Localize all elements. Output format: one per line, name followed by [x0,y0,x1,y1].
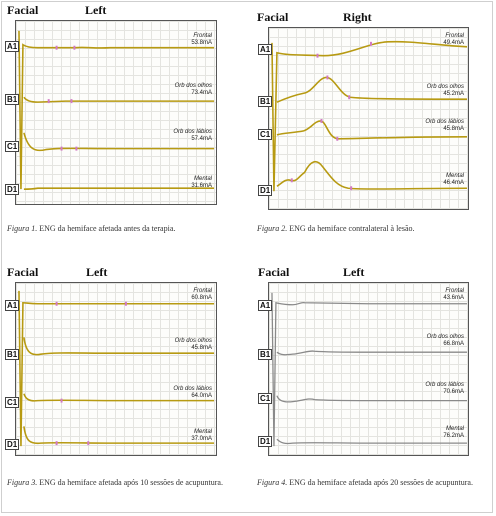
channel-label: A1 [258,44,273,55]
channel-value: 43.6mA [443,295,464,301]
channel-label: C1 [258,393,273,404]
channel-reading: Mental 46.4mA [443,173,464,186]
figure-number: Figura 1. [7,224,38,233]
channel-name: Orb dos lábios [173,386,212,392]
channel-value: 46.4mA [443,180,464,186]
eng-grid: A1 B1 C1 D1 Frontal 60.8mA Orb dos olhos 4… [5,282,217,456]
channel-value: 37.0mA [191,436,212,442]
channel-value: 45.8mA [191,345,212,351]
channel-value: 31.6mA [191,183,212,189]
channel-label: D1 [5,439,20,450]
figure-caption: Figura 4. ENG da hemiface afetada após 2… [257,478,473,487]
figure-number: Figura 2. [257,224,288,233]
channel-reading: Orb dos lábios 45.8mA [425,119,464,132]
panel-side-label: Left [86,265,108,279]
channel-value: 66.8mA [443,341,464,347]
panel-side-label: Right [343,10,372,24]
panel-facial-label: Facial [7,3,39,17]
channel-value: 53.8mA [191,40,212,46]
eng-traces [18,30,215,190]
figure-number: Figura 3. [7,478,38,487]
caption-text: ENG da hemiface afetada antes da terapia… [37,224,176,233]
panel-facial-label: Facial [257,10,289,24]
channel-name: Orb dos olhos [426,334,464,340]
panel-side-label: Left [343,265,365,279]
channel-label: D1 [5,184,20,195]
channel-name: Frontal [445,33,464,39]
channel-label: C1 [5,141,20,152]
channel-value: 45.2mA [443,91,464,97]
figure-caption: Figura 1. ENG da hemiface afetada antes … [7,224,175,233]
figure-number: Figura 4. [257,478,288,487]
channel-value: 49.4mA [443,40,464,46]
channel-reading: Orb dos olhos 73.4mA [175,83,212,96]
channel-label: B1 [5,349,20,360]
channel-label: A1 [5,41,20,52]
channel-reading: Frontal 43.6mA [443,288,464,301]
channel-label: B1 [5,94,20,105]
figure-caption: Figura 2. ENG da hemiface contralateral … [257,224,415,233]
eng-grid: A1 B1 C1 D1 Frontal 43.6mA Orb dos olhos 6… [258,282,469,456]
channel-value: 73.4mA [191,90,212,96]
channel-reading: Mental 31.6mA [191,176,212,189]
channel-name: Orb dos lábios [425,382,464,388]
channel-label: D1 [258,185,273,196]
channel-name: Orb dos olhos [426,84,464,90]
channel-value: 76.2mA [443,433,464,439]
channel-name: Orb dos lábios [425,119,464,125]
channel-label: C1 [5,397,20,408]
channel-label: A1 [258,300,273,311]
channel-name: Mental [193,176,212,182]
channel-reading: Mental 37.0mA [191,429,212,442]
eng-traces [271,292,468,447]
channel-reading: Frontal 60.8mA [191,288,212,301]
channel-reading: Orb dos lábios 64.0mA [173,386,212,399]
eng-traces [18,290,215,447]
channel-reading: Orb dos lábios 70.6mA [425,382,464,395]
channel-value: 64.0mA [191,393,212,399]
figure-caption: Figura 3. ENG da hemiface afetada após 1… [7,478,223,487]
eng-grid: A1 B1 C1 D1 Frontal 49.4mA Orb dos olhos 4… [258,27,469,210]
channel-name: Orb dos olhos [174,338,212,344]
channel-name: Orb dos olhos [174,83,212,89]
channel-reading: Orb dos lábios 57.4mA [173,129,212,142]
channel-label: A1 [5,300,20,311]
channel-name: Frontal [193,33,212,39]
channel-value: 60.8mA [191,295,212,301]
channel-label: B1 [258,96,273,107]
eng-traces [271,40,468,192]
channel-name: Frontal [193,288,212,294]
channel-name: Frontal [445,288,464,294]
channel-name: Orb dos lábios [173,129,212,135]
channel-reading: Mental 76.2mA [443,426,464,439]
channel-reading: Orb dos olhos 45.8mA [175,338,212,351]
caption-text: ENG da hemiface afetada após 10 sessões … [37,478,223,487]
panel-facial-label: Facial [7,265,39,279]
channel-value: 57.4mA [191,136,212,142]
channel-label: D1 [258,436,273,447]
channel-reading: Frontal 49.4mA [443,33,464,46]
channel-reading: Orb dos olhos 45.2mA [427,84,464,97]
channel-value: 70.6mA [443,389,464,395]
channel-name: Mental [445,173,464,179]
eng-grid: A1 B1 C1 D1 Frontal 53.8mA Orb dos olhos 7… [5,20,217,205]
channel-name: Mental [193,429,212,435]
panel-side-label: Left [85,3,107,17]
caption-text: ENG da hemiface contralateral à lesão. [287,224,415,233]
panel-facial-label: Facial [258,265,290,279]
channel-label: C1 [258,129,273,140]
channel-label: B1 [258,349,273,360]
channel-value: 45.8mA [443,126,464,132]
caption-text: ENG da hemiface afetada após 20 sessões … [287,478,473,487]
channel-reading: Orb dos olhos 66.8mA [427,334,464,347]
channel-reading: Frontal 53.8mA [191,33,212,46]
channel-name: Mental [445,426,464,432]
